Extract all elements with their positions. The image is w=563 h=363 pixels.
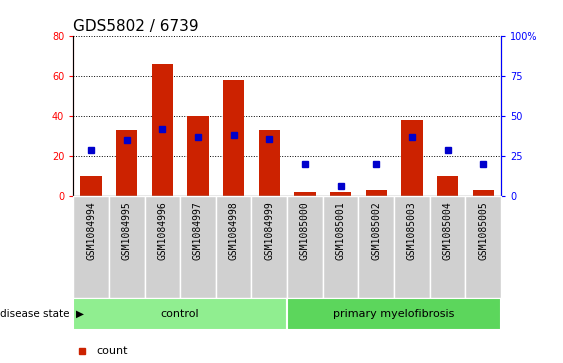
- Bar: [73, 298, 287, 330]
- Text: count: count: [97, 346, 128, 356]
- Bar: [145, 196, 180, 298]
- Text: GSM1084994: GSM1084994: [86, 201, 96, 260]
- Bar: [109, 196, 145, 298]
- Bar: [294, 192, 316, 196]
- Bar: [430, 196, 466, 298]
- Bar: [252, 196, 287, 298]
- Text: GSM1084995: GSM1084995: [122, 201, 132, 260]
- Bar: [180, 196, 216, 298]
- Text: GSM1085000: GSM1085000: [300, 201, 310, 260]
- Bar: [258, 130, 280, 196]
- Bar: [73, 196, 109, 298]
- Bar: [187, 116, 209, 196]
- Bar: [81, 176, 102, 196]
- Text: GDS5802 / 6739: GDS5802 / 6739: [73, 19, 199, 34]
- Text: GSM1085001: GSM1085001: [336, 201, 346, 260]
- Bar: [437, 176, 458, 196]
- Bar: [323, 196, 359, 298]
- Bar: [394, 196, 430, 298]
- Text: disease state  ▶: disease state ▶: [0, 309, 84, 319]
- Bar: [151, 64, 173, 196]
- Text: primary myelofibrosis: primary myelofibrosis: [333, 309, 455, 319]
- Text: GSM1084997: GSM1084997: [193, 201, 203, 260]
- Text: GSM1085003: GSM1085003: [407, 201, 417, 260]
- Bar: [216, 196, 252, 298]
- Bar: [472, 190, 494, 196]
- Bar: [330, 192, 351, 196]
- Text: control: control: [161, 309, 199, 319]
- Bar: [359, 196, 394, 298]
- Text: GSM1084999: GSM1084999: [264, 201, 274, 260]
- Text: GSM1085004: GSM1085004: [443, 201, 453, 260]
- Text: GSM1084998: GSM1084998: [229, 201, 239, 260]
- Bar: [365, 190, 387, 196]
- Bar: [401, 120, 423, 196]
- Text: GSM1084996: GSM1084996: [157, 201, 167, 260]
- Bar: [287, 298, 501, 330]
- Bar: [116, 130, 137, 196]
- Bar: [223, 80, 244, 196]
- Bar: [466, 196, 501, 298]
- Text: GSM1085002: GSM1085002: [371, 201, 381, 260]
- Text: GSM1085005: GSM1085005: [478, 201, 488, 260]
- Bar: [287, 196, 323, 298]
